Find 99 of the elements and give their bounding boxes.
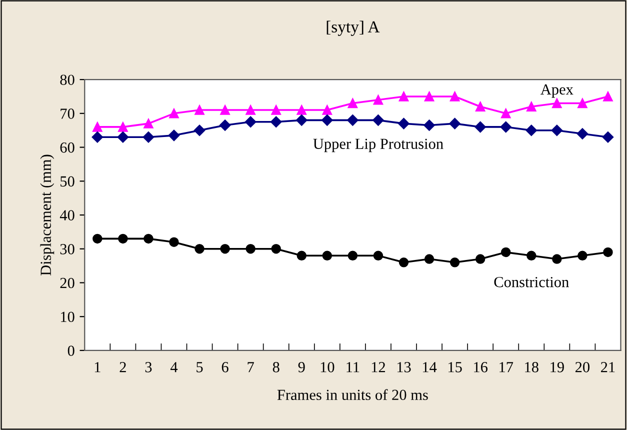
point — [296, 105, 306, 115]
x-tick-label: 1 — [94, 362, 100, 372]
point — [194, 105, 204, 115]
point — [271, 244, 281, 254]
point — [144, 234, 154, 244]
point — [526, 250, 536, 260]
x-tick-label: 17 — [500, 362, 514, 372]
point — [322, 250, 332, 260]
x-tick-label: 7 — [248, 362, 254, 372]
point — [526, 102, 536, 112]
point — [450, 92, 460, 102]
x-tick-label: 19 — [550, 362, 564, 372]
point — [168, 130, 180, 142]
chart-title: [syty] A — [326, 20, 380, 36]
point — [398, 92, 409, 102]
x-tick-label: 20 — [575, 362, 590, 372]
x-tick-label: 8 — [272, 362, 280, 372]
series-label: Upper Lip Protrusion — [313, 138, 444, 152]
x-tick-label: 21 — [601, 362, 615, 372]
point — [220, 105, 230, 115]
point — [348, 250, 358, 260]
point — [500, 247, 511, 258]
point — [296, 250, 306, 260]
point — [322, 105, 332, 115]
point — [194, 244, 204, 254]
point — [500, 121, 512, 133]
x-tick-label: 9 — [298, 362, 305, 372]
point — [117, 132, 129, 143]
point — [552, 98, 562, 108]
point — [118, 234, 128, 244]
point — [475, 102, 486, 112]
point — [398, 118, 410, 130]
x-tick-label: 3 — [145, 362, 152, 372]
x-tick-label: 6 — [222, 362, 228, 372]
point — [424, 92, 434, 102]
point — [576, 128, 588, 140]
point — [603, 92, 613, 102]
point — [500, 108, 511, 118]
point — [144, 118, 154, 128]
point — [118, 122, 128, 132]
point — [92, 122, 102, 132]
point — [322, 114, 333, 126]
point — [373, 95, 384, 105]
point — [475, 254, 486, 264]
point — [373, 250, 384, 260]
y-axis-title: Displacement (mm) — [40, 154, 54, 276]
y-tick-label: 40 — [60, 210, 74, 220]
point — [246, 244, 256, 254]
y-tick-label: 60 — [60, 142, 74, 153]
point — [296, 114, 308, 126]
x-tick-label: 12 — [372, 362, 386, 372]
point — [142, 132, 154, 143]
y-tick-label: 0 — [68, 346, 74, 356]
point — [603, 247, 613, 258]
point — [246, 105, 256, 115]
point — [424, 254, 434, 264]
point — [551, 124, 563, 136]
point — [169, 237, 179, 247]
point — [271, 105, 281, 115]
point — [169, 108, 179, 118]
point — [398, 258, 409, 268]
x-tick-label: 18 — [525, 362, 538, 372]
point — [347, 114, 358, 126]
point — [602, 132, 614, 143]
point — [578, 98, 588, 108]
point — [92, 132, 104, 143]
point — [92, 234, 102, 244]
point — [220, 244, 230, 254]
point — [372, 114, 384, 126]
x-tick-label: 13 — [397, 362, 411, 372]
point — [348, 98, 358, 108]
point — [244, 116, 256, 128]
x-tick-label: 16 — [474, 362, 488, 372]
point — [450, 258, 460, 268]
x-tick-label: 5 — [196, 362, 203, 372]
point — [449, 118, 460, 130]
series-label: Apex — [540, 84, 574, 98]
point — [552, 254, 562, 264]
point — [526, 124, 537, 136]
point — [270, 116, 282, 128]
point — [474, 121, 486, 133]
x-tick-label: 4 — [170, 362, 178, 372]
point — [578, 250, 588, 260]
y-tick-label: 30 — [60, 244, 74, 254]
y-tick-label: 70 — [60, 108, 74, 119]
x-tick-label: 14 — [422, 362, 437, 372]
y-tick-label: 10 — [60, 312, 74, 322]
x-tick-label: 15 — [448, 362, 462, 372]
x-axis-title: Frames in units of 20 ms — [277, 389, 428, 400]
point — [219, 120, 231, 131]
series-label: Constriction — [494, 276, 569, 288]
y-tick-label: 50 — [60, 176, 74, 187]
point — [194, 124, 206, 136]
x-tick-label: 11 — [346, 362, 360, 372]
point — [424, 120, 435, 131]
x-tick-label: 10 — [320, 362, 334, 372]
x-tick-label: 2 — [120, 362, 126, 372]
y-tick-label: 80 — [60, 74, 74, 85]
y-tick-label: 20 — [60, 278, 74, 288]
